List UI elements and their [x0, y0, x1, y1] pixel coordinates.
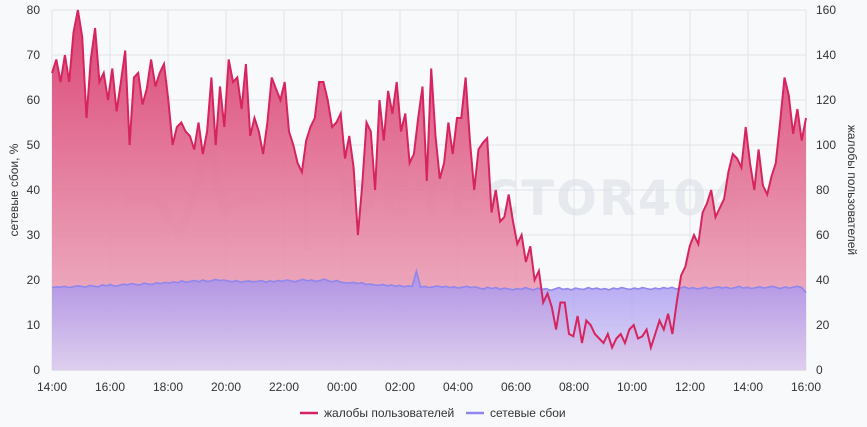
y-right-tick-label: 60: [816, 228, 830, 242]
y-right-tick-label: 40: [816, 273, 830, 287]
x-tick-label: 12:00: [675, 380, 705, 394]
x-tick-label: 16:00: [95, 380, 125, 394]
x-tick-label: 14:00: [37, 380, 67, 394]
y-right-axis-title: жалобы пользователей: [845, 125, 859, 255]
y-left-tick-label: 80: [27, 3, 41, 17]
x-tick-label: 14:00: [733, 380, 763, 394]
legend-label-failures: сетевые сбои: [490, 406, 566, 420]
x-tick-label: 04:00: [443, 380, 473, 394]
y-right-tick-label: 100: [816, 138, 836, 152]
y-right-tick-label: 160: [816, 3, 836, 17]
y-left-tick-label: 10: [27, 318, 41, 332]
x-tick-label: 16:00: [791, 380, 821, 394]
y-right-axis-ticks: 0 20 40 60 80 100 120 140 160: [816, 3, 836, 377]
x-tick-label: 08:00: [559, 380, 589, 394]
y-left-tick-label: 20: [27, 273, 41, 287]
y-right-tick-label: 80: [816, 183, 830, 197]
y-right-tick-label: 120: [816, 93, 836, 107]
legend-item-complaints[interactable]: жалобы пользователей: [300, 406, 454, 420]
x-tick-label: 22:00: [269, 380, 299, 394]
y-left-tick-label: 0: [33, 363, 40, 377]
series-line-failures: [51, 267, 807, 294]
x-tick-label: 18:00: [153, 380, 183, 394]
legend-label-complaints: жалобы пользователей: [324, 406, 454, 420]
y-right-tick-label: 20: [816, 318, 830, 332]
series-area-failures: [52, 271, 806, 370]
x-axis-ticks: 14:00 16:00 18:00 20:00 22:00 00:00 02:00 04:00…: [37, 380, 821, 394]
y-right-tick-label: 140: [816, 48, 836, 62]
x-tick-label: 02:00: [385, 380, 415, 394]
y-left-tick-label: 70: [27, 48, 41, 62]
x-tick-label: 10:00: [617, 380, 647, 394]
x-tick-label: 00:00: [327, 380, 357, 394]
y-left-tick-label: 40: [27, 183, 41, 197]
legend-item-failures[interactable]: сетевые сбои: [466, 406, 566, 420]
y-left-axis-ticks: 0 10 20 30 40 50 60 70 80: [27, 3, 41, 377]
x-tick-label: 20:00: [211, 380, 241, 394]
x-tick-label: 06:00: [501, 380, 531, 394]
y-left-tick-label: 60: [27, 93, 41, 107]
series-line-complaints: [51, 9, 807, 352]
y-left-tick-label: 50: [27, 138, 41, 152]
legend: жалобы пользователей сетевые сбои: [300, 406, 566, 420]
series-area-complaints: [52, 10, 806, 370]
y-left-tick-label: 30: [27, 228, 41, 242]
y-right-tick-label: 0: [816, 363, 823, 377]
y-left-axis-title: сетевые сбои, %: [7, 143, 21, 236]
